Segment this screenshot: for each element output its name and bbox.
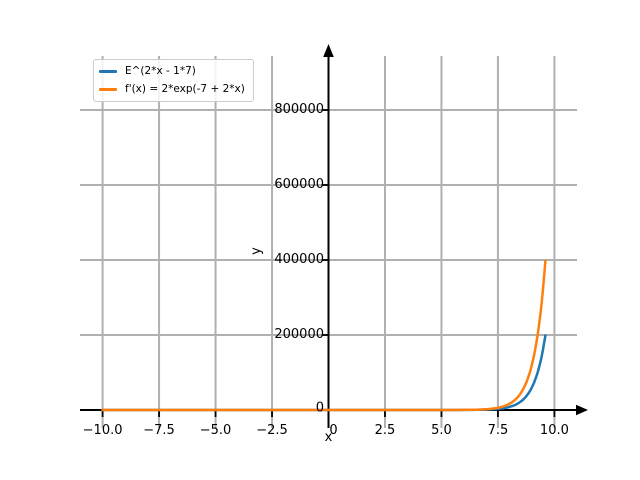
legend-item: E^(2*x - 1*7) [99, 64, 245, 79]
x-tick-label: −5.0 [200, 423, 232, 438]
legend: E^(2*x - 1*7) f'(x) = 2*exp(-7 + 2*x) [93, 59, 254, 102]
x-tick-label: −2.5 [256, 423, 288, 438]
x-tick-label: 0 [329, 423, 337, 438]
series-line [101, 334, 547, 412]
legend-label: f'(x) = 2*exp(-7 + 2*x) [125, 83, 245, 95]
x-axis-label: x [324, 430, 333, 445]
x-tick-label: −10.0 [83, 423, 123, 438]
series-line [101, 259, 547, 412]
y-tick-label: 800000 [274, 102, 324, 117]
y-axis-label: y [249, 247, 264, 255]
legend-label: E^(2*x - 1*7) [125, 65, 196, 77]
legend-line-swatch-blue [99, 70, 117, 73]
legend-item: f'(x) = 2*exp(-7 + 2*x) [99, 82, 245, 97]
x-tick-label: 7.5 [488, 423, 509, 438]
legend-line-swatch-orange [99, 88, 117, 91]
y-tick-label: 0 [316, 401, 324, 416]
y-tick-label: 200000 [274, 327, 324, 342]
y-tick-label: 600000 [274, 177, 324, 192]
x-tick-label: 10.0 [540, 423, 569, 438]
x-tick-label: −7.5 [143, 423, 175, 438]
x-tick-label: 5.0 [431, 423, 452, 438]
y-tick-label: 400000 [274, 252, 324, 267]
y-axis-arrow-icon [323, 44, 334, 57]
x-tick-label: 2.5 [375, 423, 396, 438]
x-axis-arrow-icon [576, 404, 588, 416]
